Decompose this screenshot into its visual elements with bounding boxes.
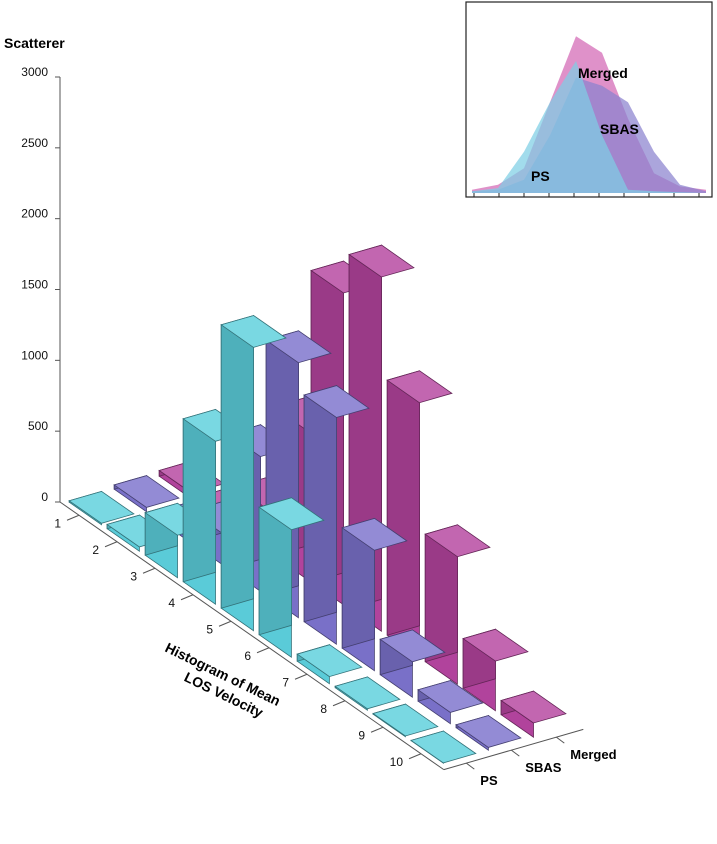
- z-tick-label: 3000: [21, 65, 48, 79]
- y-tick: [510, 749, 520, 757]
- x-tick: [218, 620, 232, 627]
- x-tick: [142, 567, 156, 574]
- x-tick: [408, 753, 422, 760]
- inset-area-ps: [472, 61, 706, 193]
- z-tick-label: 2000: [21, 207, 48, 221]
- y-tick: [465, 762, 475, 770]
- x-tick-label: 9: [358, 728, 365, 742]
- x-tick-label: 4: [168, 596, 175, 610]
- bar-ps-1: [68, 490, 135, 526]
- x-tick-label: 6: [244, 649, 251, 663]
- x-tick: [66, 514, 80, 521]
- x-tick-label: 7: [282, 675, 289, 689]
- inset-label-sbas: SBAS: [600, 121, 639, 137]
- inset-chart: Merged SBAS PS: [465, 1, 713, 198]
- x-tick: [104, 541, 118, 548]
- x-tick-label: 2: [92, 543, 99, 557]
- y-tick-label: Merged: [570, 747, 616, 762]
- x-tick: [294, 673, 308, 680]
- bar-sbas-7: [341, 517, 408, 672]
- bar-merged-9: [462, 628, 529, 712]
- z-tick-label: 2500: [21, 136, 48, 150]
- z-tick-label: 1000: [21, 348, 48, 362]
- bar-ps-6: [258, 497, 325, 658]
- bar-sbas-10: [455, 714, 522, 751]
- y-axis-line: [443, 728, 584, 771]
- z-axis-title: Scatterer: [4, 35, 65, 51]
- bar-ps-10: [410, 730, 477, 764]
- bar-ps-3: [144, 502, 211, 579]
- y-tick-label: PS: [480, 773, 498, 788]
- bar-ps-5: [220, 314, 287, 632]
- x-axis-title: Histogram of MeanLOS Velocity: [155, 639, 283, 725]
- x-tick: [180, 594, 194, 601]
- bar-sbas-1: [113, 475, 180, 513]
- bar-sbas-8: [379, 629, 446, 698]
- x-tick: [370, 726, 384, 733]
- bar-ps-9: [372, 703, 439, 738]
- z-tick-label: 500: [28, 419, 48, 433]
- bar-merged-7: [386, 370, 453, 659]
- x-tick: [256, 647, 270, 654]
- bar-ps-8: [334, 676, 401, 711]
- x-tick-label: 1: [54, 516, 61, 530]
- z-tick-label: 1500: [21, 278, 48, 292]
- x-tick-label: 8: [320, 702, 327, 716]
- bar-sbas-9: [417, 679, 484, 725]
- x-tick-label: 3: [130, 569, 137, 583]
- bar-merged-10: [500, 690, 567, 738]
- x-axis-line: [59, 501, 445, 771]
- chart-axes: [55, 76, 584, 771]
- x-tick: [332, 700, 346, 707]
- y-tick: [555, 736, 565, 744]
- inset-label-merged: Merged: [578, 65, 628, 81]
- chart-bars: [68, 244, 567, 764]
- y-tick-label: SBAS: [525, 760, 561, 775]
- x-tick-label: 5: [206, 622, 213, 636]
- bar-ps-7: [296, 644, 363, 685]
- z-tick-label: 0: [41, 490, 48, 504]
- x-tick-label: 10: [390, 755, 404, 769]
- inset-label-ps: PS: [531, 168, 550, 184]
